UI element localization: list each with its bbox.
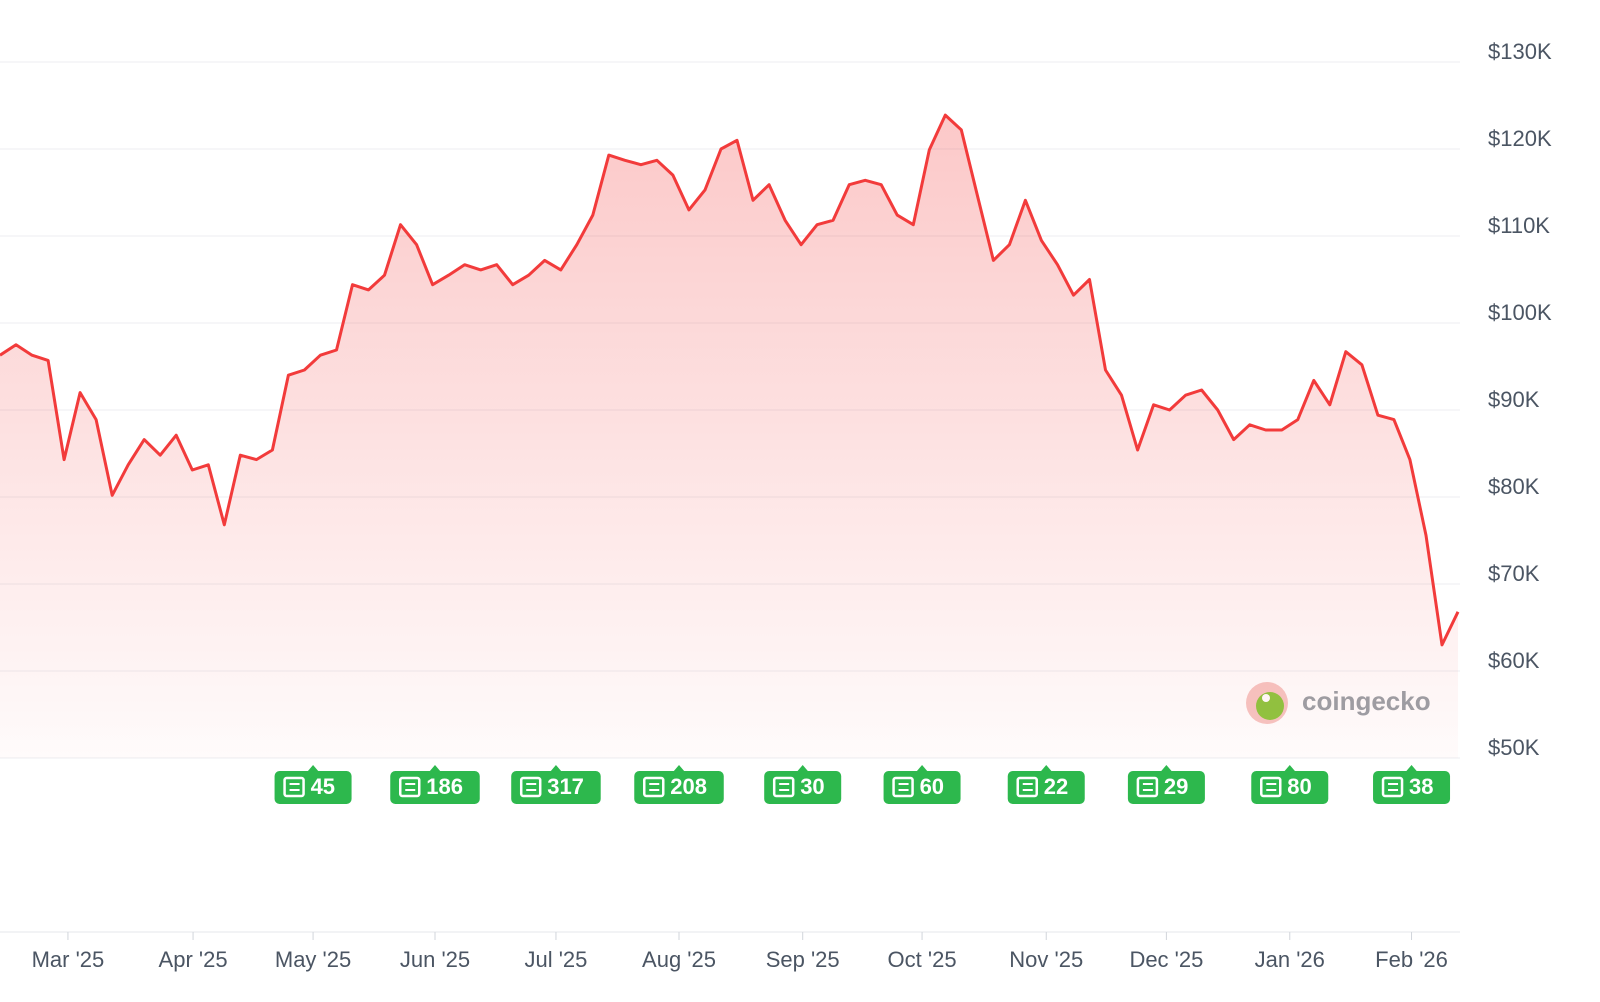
price-line [0,113,1460,647]
y-tick-label: $80K [1488,474,1540,499]
x-tick-label: Oct '25 [888,947,957,972]
x-tick-label: May '25 [275,947,351,972]
news-count: 45 [311,774,335,799]
x-tick-label: Feb '26 [1375,947,1448,972]
news-icon [772,776,795,798]
news-count: 29 [1164,774,1188,799]
news-count: 60 [920,774,944,799]
news-icon [1381,776,1404,798]
x-tick-label: Dec '25 [1129,947,1203,972]
y-tick-label: $70K [1488,561,1540,586]
news-count: 317 [547,774,584,799]
x-tick-label: Mar '25 [32,947,105,972]
badge-pointer [673,765,686,772]
x-tick-label: Jul '25 [525,947,588,972]
x-tick-label: Nov '25 [1009,947,1083,972]
news-badge: 186 [390,765,480,804]
news-badge: 80 [1251,765,1329,804]
badge-pointer [1283,765,1296,772]
news-icon [283,776,305,798]
news-count: 186 [426,774,463,799]
news-icon [1136,776,1159,798]
y-tick-label: $130K [1488,39,1552,64]
badge-pointer [549,765,562,772]
news-icon [1260,776,1282,798]
news-count: 22 [1044,774,1068,799]
news-badge: 208 [634,765,724,804]
y-tick-label: $50K [1488,735,1540,760]
news-badge: 22 [1007,765,1085,804]
badge-pointer [796,765,809,772]
y-tick-label: $90K [1488,387,1540,412]
news-count: 30 [800,774,824,799]
news-badge: 38 [1373,765,1451,804]
badge-pointer [1160,765,1173,772]
news-icon [519,776,542,798]
news-badge: 30 [764,765,842,804]
news-badge: 60 [883,765,961,804]
x-tick-label: Aug '25 [642,947,716,972]
y-tick-label: $120K [1488,126,1552,151]
badge-pointer [307,765,320,772]
area-fill [0,115,1458,759]
news-badge: 45 [274,765,352,804]
news-badge: 317 [511,765,601,804]
badge-pointer [916,765,929,772]
badge-pointer [428,765,441,772]
x-tick-label: Sep '25 [766,947,840,972]
news-count: 38 [1409,774,1433,799]
y-tick-label: $100K [1488,300,1552,325]
news-icon [1016,776,1038,798]
news-badge: 29 [1127,765,1205,804]
news-icon [892,776,914,798]
news-count: 80 [1287,774,1311,799]
x-tick-label: Jan '26 [1255,947,1325,972]
news-icon [643,776,665,798]
news-count: 208 [670,774,707,799]
badge-pointer [1405,765,1418,772]
news-icon [398,776,421,798]
badge-pointer [1040,765,1053,772]
y-tick-label: $60K [1488,648,1540,673]
y-tick-label: $110K [1488,213,1550,238]
x-tick-label: Apr '25 [159,947,228,972]
x-tick-label: Jun '25 [400,947,470,972]
